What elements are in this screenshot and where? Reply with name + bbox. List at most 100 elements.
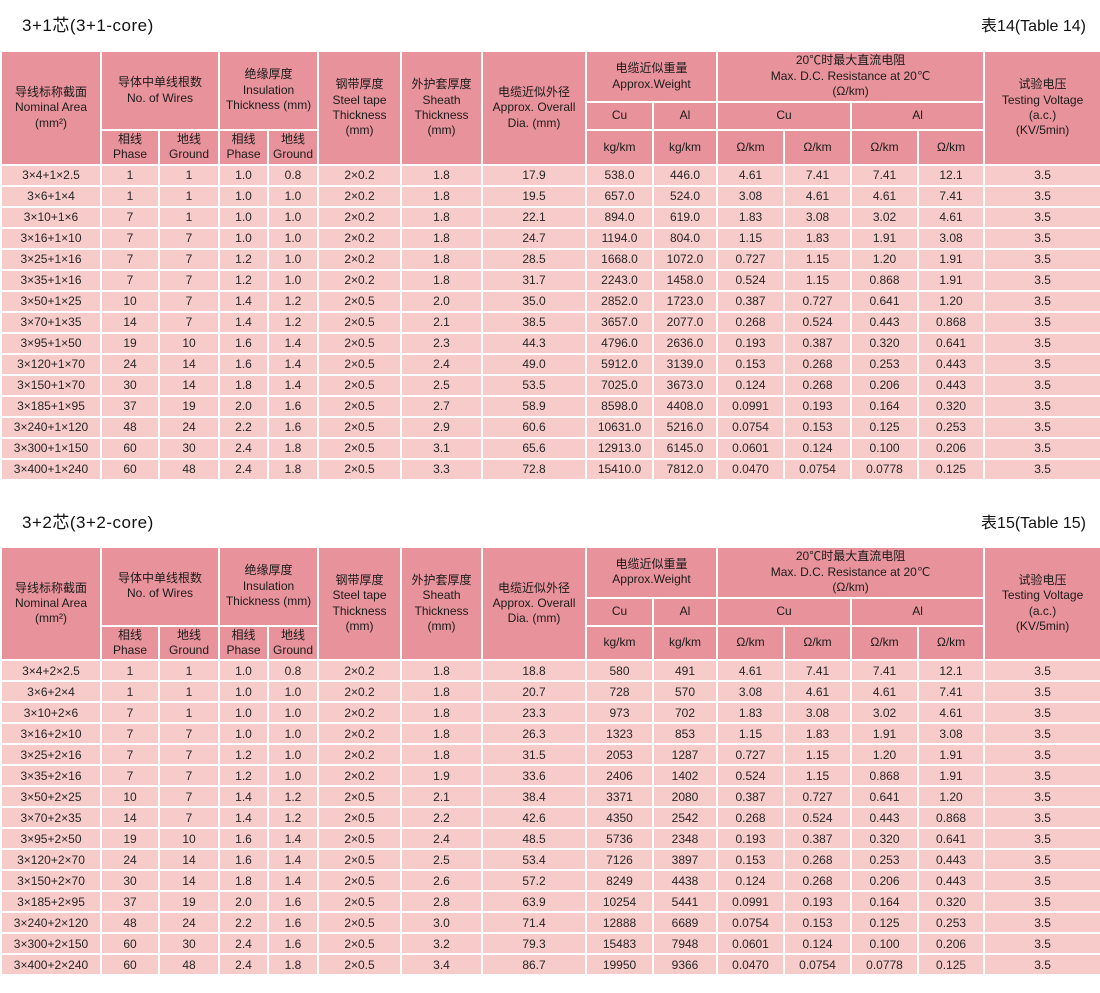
table-cell: 0.524 bbox=[785, 808, 851, 828]
table-cell: 1.2 bbox=[220, 745, 268, 765]
table-cell: 7 bbox=[102, 207, 158, 227]
table-row: 3×4+1×2.5 1 1 1.0 0.8 2×0.2 1.8 17.9 538.0 446.0 4… bbox=[2, 165, 1100, 185]
table-cell: 0.0754 bbox=[718, 417, 784, 437]
table-cell: 2×0.5 bbox=[319, 892, 401, 912]
table-cell: 4.61 bbox=[785, 186, 851, 206]
table-row: 3×10+1×6 7 1 1.0 1.0 2×0.2 1.8 22.1 894.0 619.0 1.… bbox=[2, 207, 1100, 227]
table-cell: 7.41 bbox=[919, 186, 984, 206]
table-row: 3×120+2×70 24 14 1.6 1.4 2×0.5 2.5 53.4 7126 3897… bbox=[2, 850, 1100, 870]
table-cell: 3.5 bbox=[985, 850, 1100, 870]
table-cell: 1.0 bbox=[269, 766, 318, 786]
table-cell: 3×95+1×50 bbox=[2, 333, 100, 353]
table-row: 3×95+2×50 19 10 1.6 1.4 2×0.5 2.4 48.5 5736 2348 0… bbox=[2, 829, 1100, 849]
table-cell: 524.0 bbox=[654, 186, 717, 206]
table-cell: 19 bbox=[160, 892, 219, 912]
table-cell: 0.8 bbox=[269, 661, 318, 681]
table-cell: 14 bbox=[160, 354, 219, 374]
table-cell: 65.6 bbox=[483, 438, 586, 458]
table-cell: 3×4+2×2.5 bbox=[2, 661, 100, 681]
table-cell: 1 bbox=[160, 186, 219, 206]
table-cell: 3.08 bbox=[919, 724, 984, 744]
col-resistance-group: 20℃时最大直流电阻 Max. D.C. Resistance at 20℃ (… bbox=[718, 547, 984, 597]
table-cell: 1287 bbox=[654, 745, 717, 765]
table-cell: 24 bbox=[160, 913, 219, 933]
table-cell: 1.8 bbox=[402, 165, 482, 185]
table-row: 3×240+1×120 48 24 2.2 1.6 2×0.5 2.9 60.6 10631.0… bbox=[2, 417, 1100, 437]
table-cell: 53.4 bbox=[483, 850, 586, 870]
table-cell: 8598.0 bbox=[587, 396, 653, 416]
table-cell: 2.5 bbox=[402, 850, 482, 870]
col-weight-cu-unit: kg/km bbox=[587, 626, 653, 660]
table-cell: 3.5 bbox=[985, 333, 1100, 353]
col-wires-phase: 相线 Phase bbox=[102, 626, 158, 660]
table-cell: 3.5 bbox=[985, 165, 1100, 185]
table-cell: 2.2 bbox=[220, 913, 268, 933]
table-cell: 7.41 bbox=[785, 661, 851, 681]
table-cell: 24 bbox=[160, 417, 219, 437]
table-row: 3×95+1×50 19 10 1.6 1.4 2×0.5 2.3 44.3 4796.0 263… bbox=[2, 333, 1100, 353]
table-cell: 0.868 bbox=[852, 270, 918, 290]
col-nominal-area: 导线标称截面 Nominal Area (mm²) bbox=[2, 547, 100, 660]
table-cell: 0.524 bbox=[785, 312, 851, 332]
table-cell: 2×0.2 bbox=[319, 661, 401, 681]
table-cell: 1194.0 bbox=[587, 228, 653, 248]
table-cell: 1 bbox=[160, 207, 219, 227]
table-cell: 1.0 bbox=[220, 703, 268, 723]
table-cell: 3.1 bbox=[402, 438, 482, 458]
col-weight-group: 电缆近似重量 Approx.Weight bbox=[587, 547, 717, 597]
table-cell: 15483 bbox=[587, 934, 653, 954]
table-cell: 2×0.5 bbox=[319, 955, 401, 975]
table-cell: 0.524 bbox=[718, 766, 784, 786]
table-cell: 7126 bbox=[587, 850, 653, 870]
table-cell: 19 bbox=[102, 333, 158, 353]
table-cell: 1 bbox=[102, 186, 158, 206]
table-cell: 1.0 bbox=[269, 682, 318, 702]
table-cell: 3.0 bbox=[402, 913, 482, 933]
table-cell: 4.61 bbox=[785, 682, 851, 702]
table-cell: 1.2 bbox=[220, 270, 268, 290]
col-resistance-unit: Ω/km bbox=[852, 131, 918, 164]
table-row: 3×300+2×150 60 30 2.4 1.6 2×0.5 3.2 79.3 15483 79… bbox=[2, 934, 1100, 954]
table-cell: 657.0 bbox=[587, 186, 653, 206]
section-title: 3+1芯(3+1-core) bbox=[22, 16, 154, 35]
table-cell: 1.2 bbox=[269, 808, 318, 828]
table-cell: 3.08 bbox=[785, 207, 851, 227]
table-cell: 728 bbox=[587, 682, 653, 702]
table-cell: 1.8 bbox=[269, 459, 318, 479]
table-cell: 31.7 bbox=[483, 270, 586, 290]
table-cell: 0.253 bbox=[852, 354, 918, 374]
table-cell: 0.387 bbox=[785, 829, 851, 849]
table-cell: 0.443 bbox=[919, 375, 984, 395]
table-cell: 0.124 bbox=[785, 934, 851, 954]
table-cell: 1.0 bbox=[269, 703, 318, 723]
col-resistance-unit: Ω/km bbox=[785, 131, 851, 164]
col-insulation-ground: 地线 Ground bbox=[269, 626, 318, 660]
table-cell: 804.0 bbox=[654, 228, 717, 248]
table-cell: 0.253 bbox=[919, 913, 984, 933]
table-cell: 24.7 bbox=[483, 228, 586, 248]
col-weight-group: 电缆近似重量 Approx.Weight bbox=[587, 52, 717, 101]
table-cell: 4.61 bbox=[718, 661, 784, 681]
table-header: 导线标称截面 Nominal Area (mm²) 导体中单线根数 No. of… bbox=[2, 52, 1100, 164]
table-cell: 1.6 bbox=[220, 850, 268, 870]
col-weight-al-unit: kg/km bbox=[654, 626, 717, 660]
table-cell: 2.2 bbox=[220, 417, 268, 437]
table-cell: 1.8 bbox=[269, 438, 318, 458]
table-cell: 7 bbox=[102, 249, 158, 269]
table-cell: 0.868 bbox=[919, 808, 984, 828]
table-cell: 6689 bbox=[654, 913, 717, 933]
table-cell: 1.8 bbox=[402, 186, 482, 206]
table-cell: 3.5 bbox=[985, 703, 1100, 723]
table-row: 3×400+2×240 60 48 2.4 1.8 2×0.5 3.4 86.7 19950 93… bbox=[2, 955, 1100, 975]
table-cell: 7 bbox=[102, 228, 158, 248]
table-cell: 3.5 bbox=[985, 186, 1100, 206]
table-cell: 22.1 bbox=[483, 207, 586, 227]
table-cell: 0.387 bbox=[718, 787, 784, 807]
table-cell: 1.8 bbox=[220, 871, 268, 891]
table-cell: 4.61 bbox=[852, 682, 918, 702]
table-row: 3×35+2×16 7 7 1.2 1.0 2×0.2 1.9 33.6 2406 1402 0.5… bbox=[2, 766, 1100, 786]
table-cell: 0.164 bbox=[852, 396, 918, 416]
table-cell: 3.5 bbox=[985, 438, 1100, 458]
table-cell: 1.4 bbox=[269, 850, 318, 870]
table-cell: 3×120+2×70 bbox=[2, 850, 100, 870]
